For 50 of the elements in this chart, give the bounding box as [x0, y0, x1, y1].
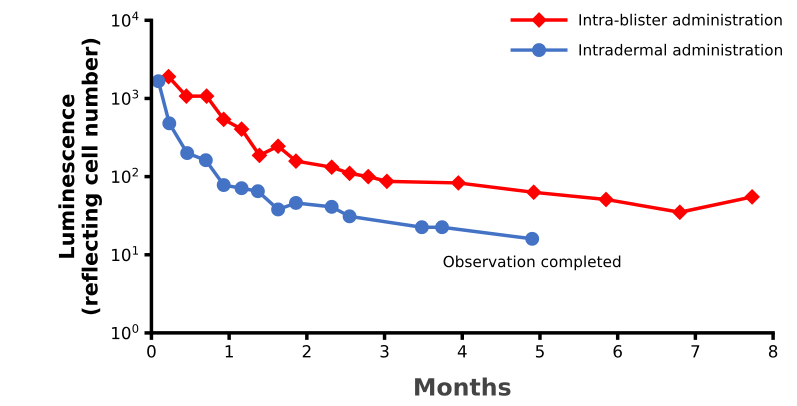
point — [180, 146, 194, 160]
point — [234, 122, 250, 137]
point — [151, 74, 166, 88]
legend-label: Intradermal administration — [580, 44, 782, 56]
x-tick-label: 0 — [147, 345, 156, 358]
x-tick-label: 1 — [226, 345, 233, 358]
point — [216, 178, 231, 192]
point — [270, 138, 286, 154]
point — [234, 181, 249, 196]
x-tick-label: 6 — [614, 345, 622, 358]
point — [525, 232, 540, 246]
y-tick-label: 10$^{1}$ — [112, 246, 138, 262]
legend-label: Intra-blister administration — [580, 14, 782, 26]
point — [526, 184, 542, 200]
point — [250, 184, 265, 198]
point — [744, 189, 760, 204]
point — [450, 175, 466, 191]
point — [252, 148, 268, 163]
x-axis-title: Months — [415, 378, 510, 396]
point — [324, 160, 340, 175]
point — [435, 220, 449, 234]
point — [178, 88, 194, 104]
point — [271, 202, 286, 216]
annotation: Observation completed — [444, 255, 620, 270]
point — [162, 116, 176, 130]
point — [598, 192, 614, 208]
x-tick-label: 4 — [458, 345, 467, 358]
x-tick-label: 3 — [380, 345, 389, 358]
point — [360, 169, 376, 184]
x-tick-label: 8 — [768, 345, 778, 358]
point — [342, 209, 357, 224]
point — [414, 220, 429, 234]
point — [288, 154, 304, 169]
point — [289, 196, 303, 210]
point — [342, 166, 358, 181]
point — [324, 200, 339, 214]
point — [160, 69, 176, 84]
point — [672, 204, 688, 220]
x-tick-label: 2 — [302, 345, 310, 358]
y-tick-label: 10$^{3}$ — [112, 90, 138, 105]
point — [199, 88, 214, 104]
y-tick-label: 10$^{2}$ — [112, 168, 138, 184]
y-axis-title: Luminescence (reflecting cell number) — [58, 38, 102, 314]
x-tick-label: 7 — [691, 345, 700, 358]
x-tick-label: 5 — [536, 345, 544, 358]
point — [216, 112, 232, 127]
y-tick-label: 10$^{4}$ — [112, 12, 138, 27]
point — [379, 174, 394, 189]
y-tick-label: 10$^{0}$ — [112, 324, 138, 340]
point — [198, 153, 213, 168]
